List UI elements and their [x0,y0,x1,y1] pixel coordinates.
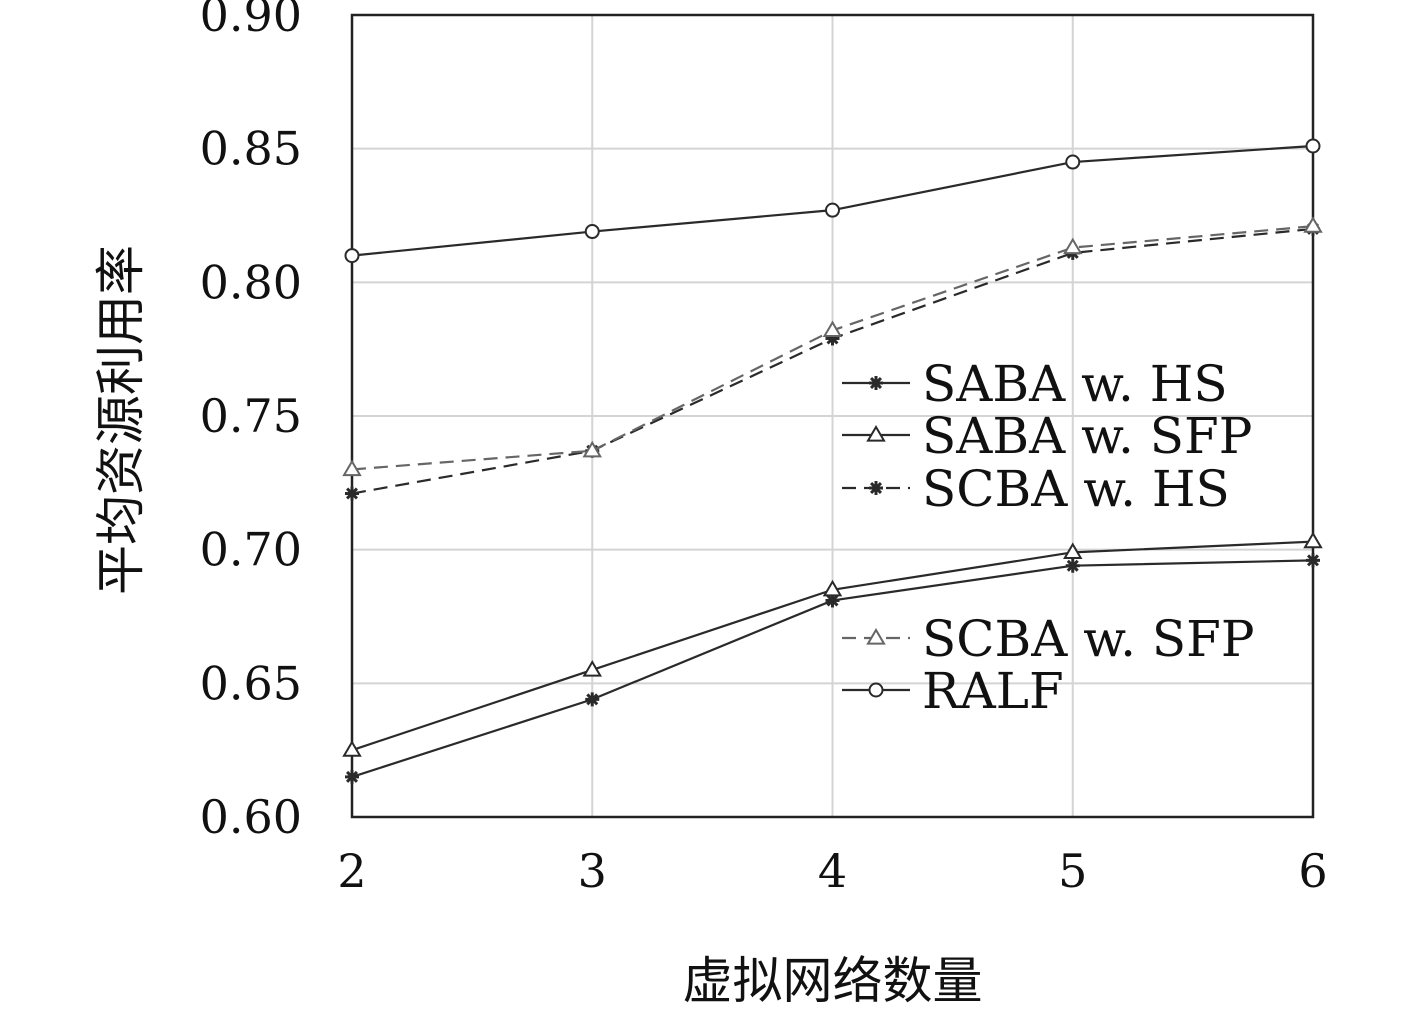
triangle-marker [866,628,886,645]
legend-item: RALF [842,662,1064,720]
series-ralf [344,138,1321,264]
circle-marker [584,224,600,240]
y-tick-label: 0.80 [200,255,302,309]
star-marker [869,481,883,495]
x-tick-label: 4 [818,844,847,898]
circle-marker [1065,154,1081,170]
triangle-marker [866,425,886,442]
triangle-marker [822,579,843,597]
legend-label: SABA w. SFP [922,407,1252,465]
star-marker [345,769,359,784]
y-tick-label: 0.90 [200,0,302,42]
triangle-marker [342,740,362,757]
star-marker [1065,558,1080,573]
legend-label: RALF [922,662,1064,720]
series-saba-w-hs [345,553,1320,784]
triangle-marker [1303,531,1323,549]
series-scba-w-sfp [342,216,1323,477]
star-marker [869,376,883,390]
triangle-marker [582,440,602,458]
y-tick-label: 0.60 [200,790,302,844]
star-marker [585,692,600,707]
star-marker [1306,553,1320,568]
x-tick-label: 6 [1298,844,1327,898]
x-tick-label: 2 [337,844,366,898]
triangle-marker [822,320,843,338]
legend-label: SCBA w. SFP [922,610,1255,668]
triangle-marker [582,659,602,677]
legend-item: SABA w. SFP [842,407,1252,465]
y-tick-label: 0.65 [200,656,302,710]
x-tick-label: 5 [1058,844,1087,898]
y-tick-label: 0.85 [200,122,302,176]
legend-item: SCBA w. HS [842,460,1230,518]
y-tick-label: 0.70 [200,523,302,577]
legend-item: SABA w. HS [842,355,1228,413]
legend-item: SCBA w. SFP [842,610,1255,668]
data-series [342,138,1323,784]
circle-marker [868,682,884,698]
x-axis-title: 虚拟网络数量 [683,952,983,1010]
circle-marker [825,202,840,218]
triangle-marker [1303,216,1323,233]
y-tick-label: 0.75 [200,389,302,443]
y-axis-title: 平均资源利用率 [92,245,150,595]
legend-label: SCBA w. HS [922,460,1230,518]
legend-label: SABA w. HS [922,355,1228,413]
circle-marker [1305,138,1321,154]
triangle-marker [1063,542,1083,559]
triangle-marker [342,459,362,477]
plot-frame [350,13,1315,819]
series-saba-w-sfp [342,531,1323,757]
x-tick-label: 3 [578,844,607,898]
circle-marker [344,248,360,264]
star-marker [345,486,359,501]
tick-labels: 2 3 4 5 6 0.60 0.65 0.70 0.75 0.80 0.85 0.90 [200,0,1328,898]
triangle-marker [1063,237,1083,255]
